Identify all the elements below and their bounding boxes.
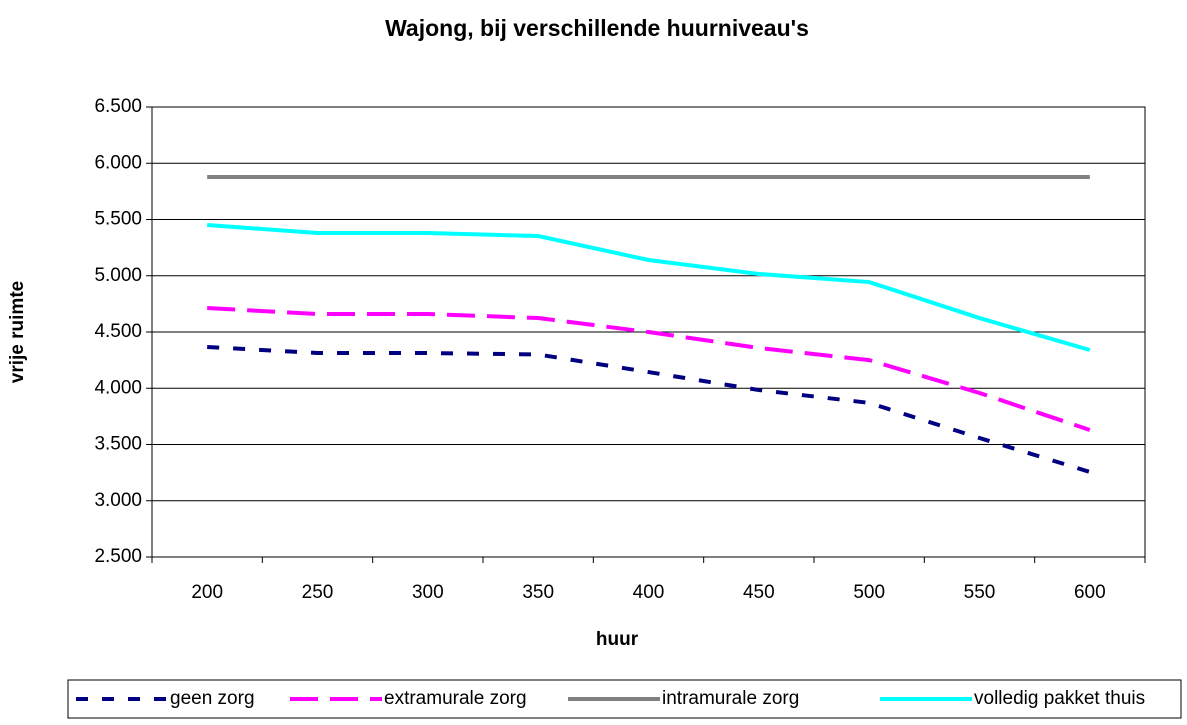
x-tick-label: 400	[633, 582, 665, 603]
y-axis-label: vrije ruimte	[7, 281, 28, 383]
y-tick-label: 2.500	[94, 546, 142, 567]
legend-box	[67, 679, 1182, 719]
x-tick-label: 600	[1074, 582, 1106, 603]
x-axis-label: huur	[596, 629, 639, 650]
y-tick-label: 5.500	[94, 209, 142, 230]
legend-label: extramurale zorg	[384, 688, 527, 709]
x-tick-label: 500	[853, 582, 885, 603]
legend-label: volledig pakket thuis	[974, 688, 1145, 709]
x-tick-label: 350	[522, 582, 554, 603]
x-tick-label: 450	[743, 582, 775, 603]
x-tick-label: 200	[191, 582, 223, 603]
legend-label: geen zorg	[170, 688, 255, 709]
y-tick-label: 6.000	[94, 152, 142, 173]
series-line	[207, 223, 1091, 352]
series-line	[207, 344, 1091, 474]
series-line	[207, 306, 1091, 432]
chart-title: Wajong, bij verschillende huurniveau's	[385, 15, 809, 41]
y-tick-label: 3.500	[94, 434, 142, 455]
y-tick-label: 4.500	[94, 321, 142, 342]
y-tick-label: 5.000	[94, 265, 142, 286]
legend-label: intramurale zorg	[662, 688, 799, 709]
plot-frame	[151, 106, 1146, 558]
y-tick-label: 4.000	[94, 377, 142, 398]
x-tick-label: 300	[412, 582, 444, 603]
x-tick-label: 550	[964, 582, 996, 603]
y-tick-label: 6.500	[94, 96, 142, 117]
y-tick-label: 3.000	[94, 490, 142, 511]
x-tick-label: 250	[302, 582, 334, 603]
